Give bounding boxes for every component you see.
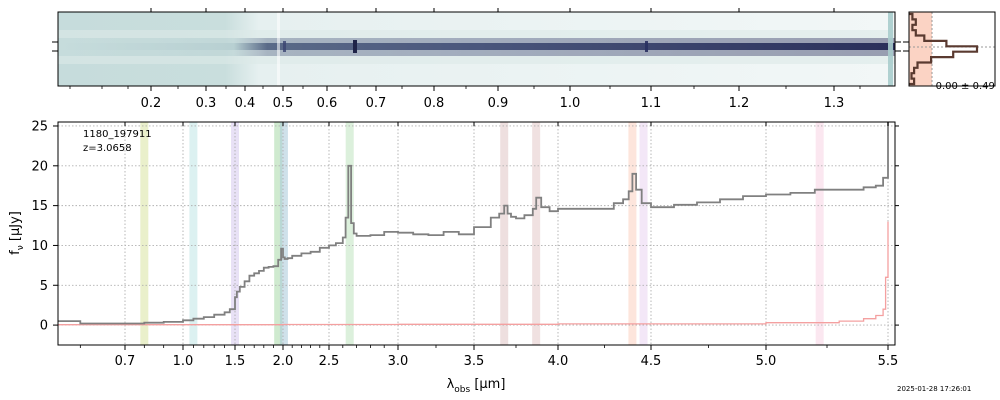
redshift-label: z=3.0658 (83, 143, 132, 154)
timestamp: 2025-01-28 17:26:01 (897, 385, 971, 393)
x-tick-label-7: 4.0 (548, 354, 569, 369)
line-band-6 (500, 122, 509, 345)
spectrum-2d-panel: 0.2 0.3 0.4 0.5 0.6 0.7 0.8 0.9 1.0 1.1 1.2 1.3 (52, 8, 901, 111)
x-tick-label-4: 2.5 (319, 354, 340, 369)
line-bands (140, 122, 824, 345)
y-axis-ticks: 0 5 10 15 20 25 (31, 119, 899, 334)
y-tick-label-4: 20 (31, 159, 48, 174)
residual-histogram-panel: -0.00 ± 0.49 (903, 11, 996, 92)
spectrum-2d-trace-core (58, 43, 895, 50)
spectrum-2d-halo-lower (58, 56, 895, 64)
spectrum-2d-edge-line (888, 12, 893, 86)
spectrum-2d-halo-upper (58, 30, 895, 38)
histogram-label: -0.00 ± 0.49 (932, 81, 995, 92)
line-band-5 (345, 122, 354, 345)
line-band-4 (279, 122, 288, 345)
x-tick-label-3: 2.0 (273, 354, 294, 369)
spectrum-2d-dip-line (277, 12, 280, 86)
y-tick-label-2: 10 (31, 239, 48, 254)
x-tick-label-1: 1.0 (173, 354, 194, 369)
top-tick-label-6: 0.8 (424, 96, 445, 111)
x-tick-label-10: 5.5 (878, 354, 899, 369)
x-axis-title: λobs [μm] (447, 377, 506, 395)
y-tick-label-1: 5 (40, 279, 48, 294)
flux-series-line (58, 122, 889, 325)
line-band-1 (189, 122, 198, 345)
top-tick-label-2: 0.4 (235, 96, 256, 111)
x-axis-ticks: 0.7 1.0 1.5 2.0 2.5 3.0 3.5 4.0 4.5 5.0 5.5 (79, 122, 899, 369)
y-axis-title: fν [μJy] (8, 211, 26, 255)
x-tick-label-9: 5.0 (756, 354, 777, 369)
histogram-frame (908, 11, 996, 87)
top-tick-label-7: 0.9 (488, 96, 509, 111)
y-tick-label-3: 15 (31, 199, 48, 214)
top-tick-label-5: 0.7 (366, 96, 387, 111)
x-tick-label-8: 4.5 (641, 354, 662, 369)
spectrum-2d-frame (57, 11, 896, 87)
y-tick-label-5: 25 (31, 119, 48, 134)
line-band-8 (628, 122, 637, 345)
line-band-0 (140, 122, 149, 345)
line-band-7 (532, 122, 541, 345)
spectrum-1d-panel: 0.7 1.0 1.5 2.0 2.5 3.0 3.5 4.0 4.5 5.0 5.5 0 5 10 15… (8, 119, 899, 395)
top-tick-label-8: 1.0 (560, 96, 581, 111)
top-tick-label-10: 1.2 (729, 96, 750, 111)
x-tick-label-6: 3.5 (464, 354, 485, 369)
y-tick-label-0: 0 (40, 319, 48, 334)
x-tick-label-0: 0.7 (115, 354, 136, 369)
line-band-10 (815, 122, 824, 345)
x-tick-label-5: 3.0 (388, 354, 409, 369)
line-band-2 (231, 122, 239, 345)
top-axis-ticks: 0.2 0.3 0.4 0.5 0.6 0.7 0.8 0.9 1.0 1.1 1.2 1.3 (69, 8, 861, 111)
line-band-9 (639, 122, 648, 345)
grid-lines (58, 122, 895, 345)
top-tick-label-9: 1.1 (641, 96, 662, 111)
spectrum-2d-bright-line-3 (645, 41, 648, 52)
spectrum-1d-frame (57, 121, 896, 346)
object-id-label: 1180_197911 (83, 129, 152, 140)
top-tick-label-4: 0.6 (317, 96, 338, 111)
spectrum-2d-bright-line (353, 40, 357, 53)
line-band-3 (274, 122, 283, 345)
error-series-line (58, 221, 889, 326)
spectrum-2d-bright-line-2 (283, 41, 286, 52)
top-tick-label-1: 0.3 (196, 96, 217, 111)
top-tick-label-0: 0.2 (141, 96, 162, 111)
top-tick-label-11: 1.3 (824, 96, 845, 111)
x-tick-label-2: 1.5 (225, 354, 246, 369)
top-tick-label-3: 0.5 (273, 96, 294, 111)
histogram-step (909, 12, 979, 86)
